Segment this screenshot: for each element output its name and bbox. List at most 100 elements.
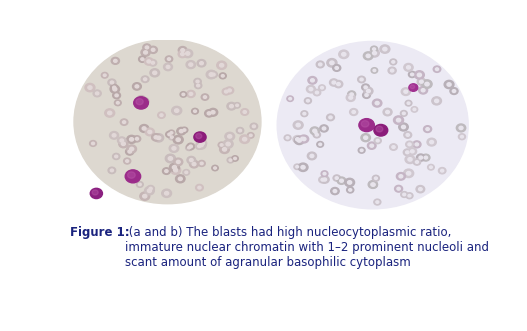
Circle shape: [172, 106, 182, 115]
Circle shape: [407, 102, 410, 104]
Circle shape: [306, 85, 315, 93]
Circle shape: [230, 105, 233, 108]
Circle shape: [177, 127, 186, 135]
Circle shape: [349, 189, 352, 191]
Circle shape: [113, 153, 120, 160]
Circle shape: [386, 111, 389, 114]
Circle shape: [303, 113, 306, 115]
Circle shape: [301, 111, 308, 117]
Circle shape: [415, 143, 418, 146]
Circle shape: [310, 154, 314, 158]
Circle shape: [459, 126, 463, 130]
Circle shape: [178, 47, 187, 54]
Circle shape: [415, 161, 418, 163]
Circle shape: [341, 53, 346, 56]
Circle shape: [333, 65, 341, 71]
Circle shape: [136, 182, 143, 187]
Circle shape: [125, 148, 134, 155]
Circle shape: [293, 136, 302, 143]
Circle shape: [373, 99, 382, 107]
Circle shape: [143, 194, 147, 198]
Circle shape: [367, 142, 376, 149]
Circle shape: [162, 189, 172, 197]
Circle shape: [435, 68, 438, 71]
Circle shape: [196, 184, 203, 191]
Circle shape: [403, 112, 405, 115]
Circle shape: [319, 85, 325, 91]
Circle shape: [174, 109, 179, 112]
Circle shape: [427, 165, 434, 170]
Circle shape: [315, 133, 318, 136]
Circle shape: [252, 125, 256, 128]
Circle shape: [120, 139, 123, 142]
Circle shape: [310, 127, 319, 135]
Circle shape: [217, 61, 227, 70]
Circle shape: [295, 136, 304, 145]
Circle shape: [362, 84, 369, 91]
Circle shape: [405, 155, 415, 164]
Circle shape: [403, 193, 406, 196]
Circle shape: [406, 151, 409, 154]
Circle shape: [301, 166, 305, 169]
Circle shape: [404, 64, 413, 71]
Circle shape: [222, 148, 227, 151]
Circle shape: [187, 157, 196, 164]
Circle shape: [189, 92, 193, 95]
Circle shape: [411, 107, 418, 112]
Circle shape: [170, 136, 173, 138]
Circle shape: [196, 80, 199, 83]
Circle shape: [298, 163, 308, 171]
Circle shape: [93, 90, 101, 97]
Circle shape: [396, 118, 401, 122]
Circle shape: [172, 147, 176, 150]
Circle shape: [135, 85, 139, 88]
Circle shape: [144, 58, 153, 65]
Circle shape: [113, 86, 116, 89]
Circle shape: [312, 129, 319, 135]
Circle shape: [179, 129, 183, 133]
Circle shape: [140, 124, 149, 132]
Circle shape: [144, 51, 148, 54]
Circle shape: [319, 176, 326, 183]
Circle shape: [411, 73, 414, 76]
Circle shape: [149, 60, 157, 66]
Circle shape: [141, 58, 144, 61]
Circle shape: [329, 116, 332, 119]
Circle shape: [189, 145, 192, 148]
Circle shape: [375, 101, 379, 105]
Circle shape: [119, 140, 128, 148]
Circle shape: [250, 123, 258, 129]
Circle shape: [226, 142, 230, 146]
Circle shape: [404, 132, 412, 138]
Circle shape: [211, 111, 215, 114]
Circle shape: [173, 135, 183, 144]
Circle shape: [339, 50, 349, 59]
Circle shape: [240, 135, 250, 143]
Circle shape: [243, 111, 247, 114]
Circle shape: [174, 158, 183, 166]
Circle shape: [203, 96, 207, 98]
Circle shape: [132, 83, 141, 90]
Circle shape: [293, 121, 303, 129]
Circle shape: [321, 178, 324, 181]
Circle shape: [350, 93, 353, 96]
Circle shape: [113, 92, 121, 99]
Circle shape: [461, 135, 463, 138]
Circle shape: [141, 76, 149, 82]
Circle shape: [372, 183, 375, 186]
Circle shape: [115, 155, 118, 158]
Circle shape: [402, 125, 405, 129]
Circle shape: [187, 90, 195, 97]
Circle shape: [170, 132, 173, 134]
Circle shape: [430, 140, 434, 144]
Circle shape: [136, 99, 143, 105]
Circle shape: [314, 131, 317, 133]
Circle shape: [370, 144, 374, 147]
Circle shape: [363, 92, 370, 98]
Circle shape: [145, 128, 154, 136]
Circle shape: [306, 100, 309, 102]
Circle shape: [183, 169, 190, 175]
Circle shape: [319, 63, 322, 66]
Circle shape: [349, 96, 353, 99]
Circle shape: [360, 78, 363, 81]
